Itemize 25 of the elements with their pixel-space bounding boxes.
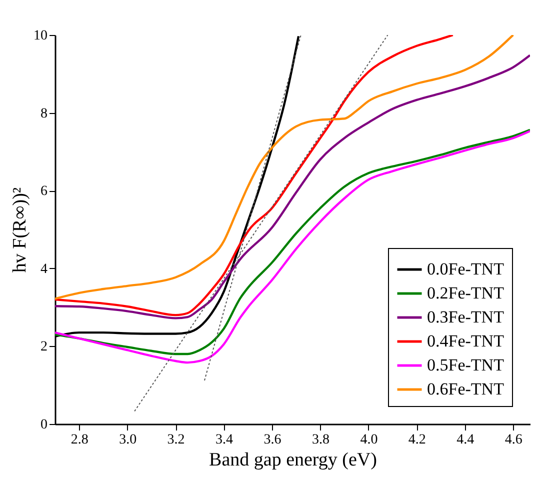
y-tick-label: 10 — [34, 28, 48, 44]
x-tick-label: 3.0 — [119, 432, 137, 448]
legend-label: 0.0Fe-TNT — [427, 260, 505, 278]
x-tick-label: 4.2 — [408, 432, 426, 448]
legend-label: 0.6Fe-TNT — [427, 380, 505, 398]
legend-label: 0.2Fe-TNT — [427, 284, 505, 302]
legend-label: 0.4Fe-TNT — [427, 332, 505, 350]
legend-label: 0.5Fe-TNT — [427, 356, 505, 374]
y-tick-label: 2 — [40, 340, 48, 355]
x-tick-label: 4.6 — [504, 432, 522, 448]
y-tick-label: 6 — [40, 184, 48, 200]
y-tick-label: 0 — [40, 418, 48, 432]
legend-label: 0.3Fe-TNT — [427, 308, 505, 326]
line-series — [55, 35, 514, 300]
x-tick-label: 2.8 — [70, 432, 88, 448]
x-tick-label: 3.2 — [167, 432, 185, 448]
x-axis-title: Band gap energy (eV) — [209, 450, 377, 470]
x-tick-label: 3.8 — [312, 432, 330, 448]
x-tick-label: 4.4 — [456, 432, 474, 448]
y-axis-title: hv F(R∞))² — [10, 187, 30, 273]
y-tick-label: 4 — [40, 262, 48, 277]
x-tick-label: 3.6 — [264, 432, 282, 448]
x-tick-label: 3.4 — [216, 432, 234, 448]
y-tick-label: 8 — [40, 106, 48, 122]
x-tick-label: 4.0 — [360, 432, 378, 448]
